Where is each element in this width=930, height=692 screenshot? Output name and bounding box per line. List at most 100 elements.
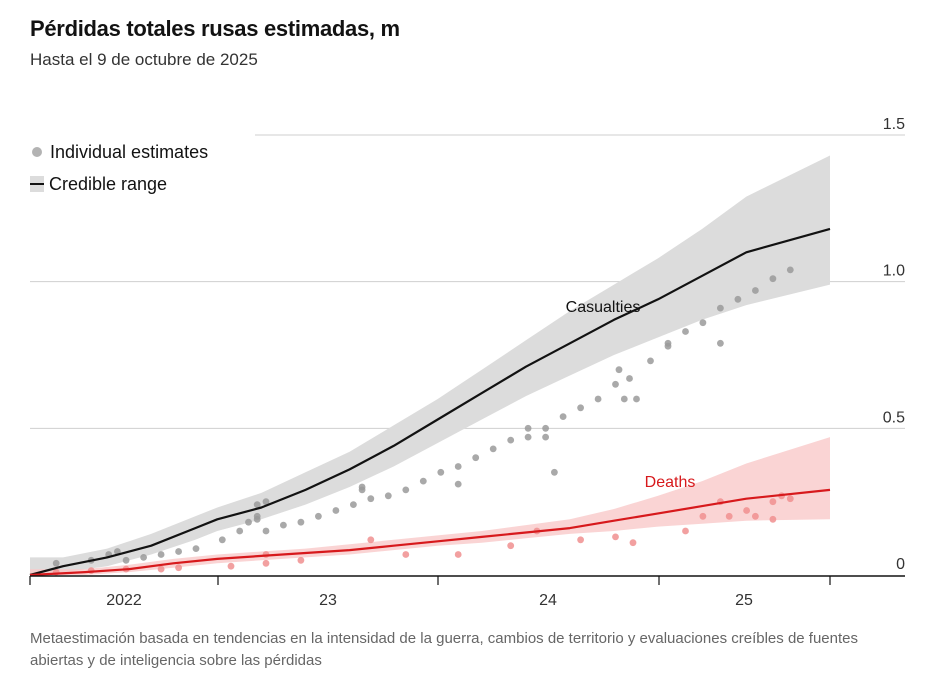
estimate-point-casualties bbox=[769, 275, 777, 283]
estimate-point-deaths bbox=[786, 495, 794, 503]
estimate-point-casualties bbox=[489, 445, 497, 453]
series-labels: Casualties Deaths bbox=[566, 299, 696, 491]
estimate-point-deaths bbox=[699, 512, 707, 520]
estimate-point-deaths bbox=[507, 542, 515, 550]
estimate-point-deaths bbox=[577, 536, 584, 544]
credible-range-icon bbox=[30, 176, 44, 192]
y-tick-label: 1.0 bbox=[883, 263, 905, 280]
estimate-point-casualties bbox=[717, 304, 724, 312]
estimate-point-deaths bbox=[769, 515, 777, 523]
estimate-point-casualties bbox=[253, 501, 261, 508]
estimate-point-casualties bbox=[262, 498, 270, 506]
estimate-point-casualties bbox=[358, 483, 366, 491]
estimate-point-casualties bbox=[472, 454, 480, 462]
estimate-point-casualties bbox=[786, 266, 794, 274]
x-tick-label: 24 bbox=[539, 592, 557, 609]
estimate-point-deaths bbox=[227, 562, 235, 570]
y-tick-label: 0 bbox=[896, 556, 905, 573]
estimate-point-casualties bbox=[734, 295, 742, 303]
estimate-point-casualties bbox=[245, 518, 252, 526]
estimate-point-deaths bbox=[367, 536, 375, 544]
chart-subtitle: Hasta el 9 de octubre de 2025 bbox=[30, 50, 258, 69]
estimate-point-casualties bbox=[717, 339, 724, 347]
band-deaths bbox=[30, 437, 830, 575]
legend-label-estimates: Individual estimates bbox=[50, 141, 209, 162]
chart-title: Pérdidas totales rusas estimadas, m bbox=[30, 16, 400, 41]
estimate-point-casualties bbox=[577, 404, 584, 412]
estimate-point-casualties bbox=[682, 328, 689, 335]
estimate-point-casualties bbox=[633, 395, 640, 403]
estimate-point-casualties bbox=[437, 468, 445, 476]
estimate-point-casualties bbox=[157, 551, 165, 558]
estimate-point-deaths bbox=[743, 507, 750, 514]
estimate-point-casualties bbox=[402, 486, 410, 494]
label-casualties: Casualties bbox=[566, 299, 641, 316]
estimate-point-casualties bbox=[350, 501, 357, 508]
x-tick-label: 25 bbox=[735, 592, 753, 609]
estimate-point-casualties bbox=[454, 480, 462, 488]
estimate-dot-icon bbox=[32, 147, 42, 157]
estimate-point-casualties bbox=[140, 554, 148, 561]
estimate-point-casualties bbox=[253, 512, 261, 520]
estimate-point-casualties bbox=[620, 395, 628, 403]
estimate-point-casualties bbox=[454, 463, 462, 470]
legend-item-estimates: Individual estimates bbox=[30, 136, 208, 168]
x-tick-label: 2022 bbox=[106, 592, 142, 609]
estimate-point-casualties bbox=[647, 357, 654, 365]
legend-label-range: Credible range bbox=[49, 173, 168, 194]
chart-plot: 0 0.5 1.0 1.5 Casualties Deaths 2022 23 24 25 bbox=[29, 116, 905, 609]
estimate-point-casualties bbox=[367, 495, 375, 503]
credible-bands bbox=[30, 155, 830, 575]
estimate-point-deaths bbox=[157, 565, 165, 573]
estimate-point-casualties bbox=[664, 339, 672, 347]
estimate-point-casualties bbox=[122, 556, 130, 564]
estimate-point-casualties bbox=[507, 436, 515, 444]
estimate-point-casualties bbox=[559, 413, 567, 420]
estimate-point-casualties bbox=[332, 507, 340, 514]
estimate-point-casualties bbox=[551, 468, 558, 476]
estimate-point-casualties bbox=[297, 518, 305, 526]
estimate-point-deaths bbox=[682, 527, 689, 535]
estimate-point-casualties bbox=[52, 559, 60, 567]
estimate-point-casualties bbox=[236, 527, 244, 535]
estimate-point-casualties bbox=[524, 424, 532, 432]
estimate-point-deaths bbox=[297, 556, 305, 564]
estimate-point-deaths bbox=[402, 551, 410, 558]
estimate-point-casualties bbox=[699, 319, 707, 327]
estimate-point-casualties bbox=[752, 287, 759, 294]
estimate-point-casualties bbox=[626, 375, 633, 382]
estimate-point-casualties bbox=[542, 433, 549, 441]
estimate-point-casualties bbox=[612, 380, 619, 388]
grid-lines: 0 0.5 1.0 1.5 bbox=[30, 116, 905, 573]
estimate-point-deaths bbox=[175, 564, 183, 572]
estimate-point-casualties bbox=[594, 395, 602, 403]
footnote: Metaestimación basada en tendencias en l… bbox=[30, 630, 858, 669]
x-axis: 2022 23 24 25 bbox=[29, 575, 905, 609]
y-tick-label: 0.5 bbox=[883, 409, 905, 426]
line-casualties bbox=[29, 227, 831, 577]
line-deaths bbox=[29, 488, 831, 577]
estimate-point-casualties bbox=[615, 366, 623, 374]
estimate-point-casualties bbox=[524, 433, 532, 441]
estimate-point-casualties bbox=[262, 527, 270, 535]
legend-item-range: Credible range bbox=[30, 168, 208, 200]
estimate-point-deaths bbox=[262, 559, 270, 567]
estimate-point-deaths bbox=[752, 512, 759, 520]
estimate-point-deaths bbox=[454, 551, 462, 558]
y-tick-label: 1.5 bbox=[883, 116, 905, 133]
estimate-point-deaths bbox=[769, 498, 777, 506]
band-casualties bbox=[30, 155, 830, 575]
series-lines bbox=[29, 227, 831, 577]
estimate-point-deaths bbox=[629, 539, 637, 547]
estimate-point-casualties bbox=[315, 512, 322, 520]
estimate-point-deaths bbox=[725, 512, 733, 520]
estimate-point-casualties bbox=[419, 477, 427, 485]
x-tick-label: 23 bbox=[319, 592, 337, 609]
estimate-point-casualties bbox=[218, 536, 226, 544]
chart-legend: Individual estimates Credible range bbox=[30, 136, 208, 200]
estimate-point-casualties bbox=[280, 521, 287, 529]
estimate-point-casualties bbox=[542, 424, 549, 432]
estimate-point-casualties bbox=[175, 548, 183, 555]
estimate-point-deaths bbox=[612, 533, 619, 541]
label-deaths: Deaths bbox=[645, 474, 696, 491]
